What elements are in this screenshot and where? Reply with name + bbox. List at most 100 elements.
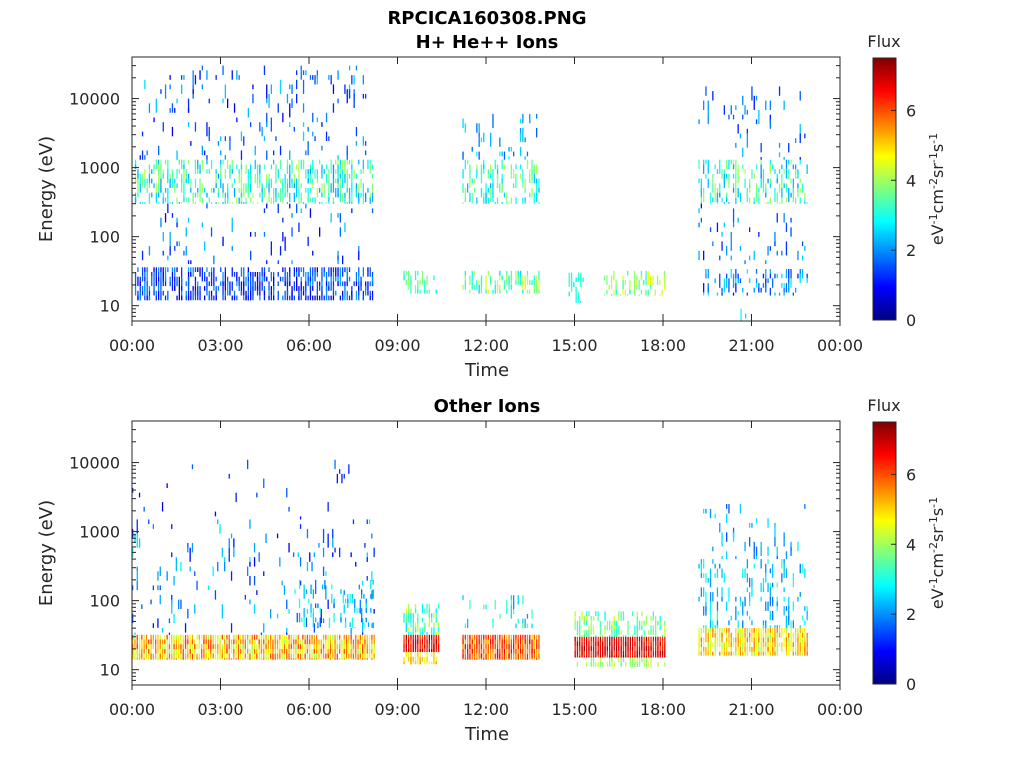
heatmap-cell [788,283,790,293]
heatmap-cell [176,241,178,247]
heatmap-cell [293,281,295,291]
heatmap-cell [746,269,748,274]
heatmap-cell [524,644,526,654]
heatmap-cell [437,649,440,653]
heatmap-cell [753,632,755,638]
heatmap-cell [279,188,282,203]
heatmap-cell [581,636,583,642]
heatmap-cell [231,183,233,188]
heatmap-cell [277,169,279,179]
y-tick-label: 10000 [69,454,120,473]
heatmap-cell [210,267,213,272]
heatmap-cell [132,528,134,539]
colorbar-frame [872,57,897,321]
heatmap-cell [627,294,629,296]
heatmap-cell [529,644,531,649]
heatmap-cell [194,122,197,132]
heatmap-cell [613,636,615,642]
heatmap-cell [405,627,407,633]
heatmap-cell [538,289,540,294]
heatmap-cell [781,573,783,583]
heatmap-cell [187,267,190,272]
heatmap-cell [231,246,233,251]
y-axis-label: Energy (eV) [36,500,57,606]
heatmap-cell [570,286,573,292]
heatmap-cell [730,269,732,279]
heatmap-cell [705,273,707,279]
heatmap-cell [335,178,337,184]
heatmap-cell [714,647,716,656]
heatmap-cell [417,289,419,294]
heatmap-cell [332,634,334,640]
heatmap-cell [171,103,174,113]
heatmap-cell [324,579,326,590]
heatmap-cell [322,618,325,624]
heatmap-cell [181,159,183,170]
heatmap-cell [282,276,284,282]
heatmap-cell [496,658,499,660]
heatmap-cell [602,662,604,667]
heatmap-cell [304,658,306,660]
heatmap-cell [335,169,337,174]
heatmap-cell [783,100,785,110]
heatmap-cell [194,649,196,659]
heatmap-cell [590,646,592,651]
heatmap-cell [365,603,367,609]
heatmap-cell [783,287,785,293]
heatmap-cell [652,646,654,651]
heatmap-cell [259,290,261,296]
heatmap-cell [781,559,783,569]
heatmap-cell [214,658,217,660]
heatmap-cell [313,658,315,660]
heatmap-cell [795,287,797,293]
heatmap-cell [181,281,183,291]
heatmap-cell [408,613,410,623]
heatmap-cell [289,295,291,301]
heatmap-cell [371,644,373,654]
heatmap-cell [776,651,778,656]
heatmap-cell [417,280,419,294]
heatmap-cell [417,270,419,276]
heatmap-cell [536,164,538,174]
heatmap-cell [588,630,590,635]
heatmap-cell [366,653,368,660]
heatmap-cell [162,197,164,204]
heatmap-cell [221,658,223,660]
heatmap-cell [256,644,258,654]
heatmap-cell [168,632,171,635]
heatmap-cell [659,650,661,658]
heatmap-cell [606,646,608,651]
heatmap-cell [788,642,790,647]
heatmap-cell [536,192,538,203]
heatmap-cell [650,650,652,658]
heatmap-cell [295,644,297,649]
heatmap-cell [772,596,774,607]
panel-title: Other Ions [434,396,541,417]
heatmap-cell [266,98,268,104]
heatmap-cell [799,124,801,139]
heatmap-cell [783,642,785,647]
heatmap-cell [529,658,531,660]
heatmap-cell [513,649,515,654]
heatmap-cell [244,649,246,654]
heatmap-cell [291,84,293,94]
heatmap-cell [575,277,577,283]
heatmap-cell [259,122,261,132]
heatmap-cell [266,84,268,99]
heatmap-cell [279,145,282,156]
heatmap-cell [146,295,148,301]
heatmap-cell [595,650,597,658]
heatmap-cell [261,183,263,188]
heatmap-cell [478,634,480,640]
heatmap-cell [221,653,223,659]
heatmap-cell [526,270,529,276]
heatmap-cell [158,173,160,184]
heatmap-cell [159,658,161,660]
heatmap-cell [270,634,272,640]
heatmap-cell [332,649,334,659]
heatmap-cell [351,290,353,301]
heatmap-cell [270,197,272,204]
heatmap-cell [588,636,590,647]
heatmap-cell [279,276,282,282]
heatmap-cell [272,653,274,660]
